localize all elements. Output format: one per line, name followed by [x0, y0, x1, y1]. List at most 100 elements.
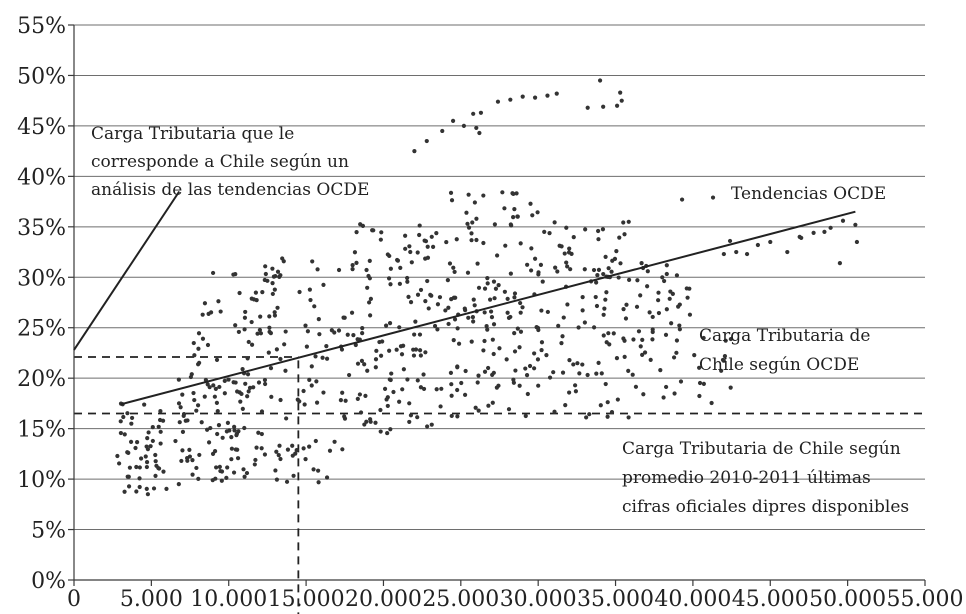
- data-point: [383, 323, 389, 328]
- data-point: [237, 290, 242, 296]
- data-point: [459, 380, 464, 386]
- data-point: [243, 309, 248, 315]
- data-point: [197, 452, 202, 458]
- data-point: [259, 409, 265, 414]
- data-point: [232, 424, 237, 429]
- data-point: [571, 235, 576, 240]
- data-point: [385, 252, 390, 257]
- data-point: [621, 306, 626, 312]
- data-point: [523, 366, 528, 371]
- data-point: [438, 404, 443, 409]
- data-point: [439, 386, 444, 391]
- data-point: [246, 339, 251, 345]
- data-point: [512, 349, 518, 354]
- data-point: [354, 260, 359, 265]
- data-point: [443, 308, 448, 313]
- data-point: [129, 415, 135, 421]
- data-point: [340, 390, 345, 395]
- data-point: [343, 398, 348, 403]
- data-point: [566, 250, 572, 255]
- data-point: [263, 381, 268, 387]
- data-point: [156, 465, 161, 471]
- data-point: [462, 392, 468, 397]
- data-point: [504, 357, 509, 362]
- data-point: [316, 480, 321, 485]
- data-point: [212, 449, 218, 454]
- data-point: [664, 271, 669, 277]
- data-point: [277, 443, 282, 448]
- data-point: [502, 289, 507, 294]
- data-point: [564, 225, 569, 230]
- data-point: [126, 484, 132, 489]
- data-point: [232, 428, 237, 433]
- reference-lines: [74, 356, 925, 614]
- data-point: [466, 192, 471, 197]
- data-point: [828, 225, 833, 230]
- data-point: [368, 313, 373, 318]
- data-point: [129, 421, 134, 426]
- data-point: [429, 422, 434, 427]
- x-tick-label: 15.000: [268, 587, 345, 612]
- annotation-pointer-line: [73, 190, 181, 351]
- data-point: [240, 367, 245, 372]
- data-point: [178, 405, 183, 410]
- data-point: [476, 285, 482, 290]
- data-point: [600, 227, 606, 232]
- trend-line: [120, 210, 856, 406]
- data-point: [634, 304, 640, 309]
- data-point: [398, 265, 403, 270]
- data-point: [349, 310, 355, 315]
- data-point: [145, 436, 150, 441]
- data-point: [359, 358, 365, 363]
- data-point: [274, 477, 280, 482]
- data-point: [202, 301, 208, 306]
- data-point: [734, 249, 739, 255]
- data-point: [202, 394, 207, 399]
- data-point: [444, 239, 449, 245]
- trend-lines: [73, 190, 856, 406]
- data-point: [242, 425, 247, 431]
- data-point: [638, 293, 643, 298]
- data-point: [164, 486, 169, 491]
- data-point: [485, 327, 490, 332]
- data-point: [272, 313, 278, 318]
- data-point: [573, 383, 578, 388]
- data-point: [466, 225, 472, 230]
- data-point: [137, 484, 142, 490]
- data-point: [387, 377, 392, 382]
- data-point: [454, 237, 459, 242]
- data-point: [518, 241, 523, 246]
- data-point: [358, 410, 364, 415]
- data-point: [310, 259, 315, 264]
- data-point: [252, 462, 257, 467]
- tick-labels: 0% 5% 10% 15% 20% 25% 30% 35% 40% 45% 50% 55% 0 5.000…: [17, 14, 963, 612]
- data-point: [664, 263, 669, 268]
- data-point: [469, 231, 474, 236]
- data-point: [536, 327, 541, 333]
- data-point: [482, 338, 487, 344]
- data-point: [544, 353, 549, 358]
- data-point: [283, 329, 288, 334]
- data-point: [329, 328, 334, 333]
- y-tick-label: 25%: [17, 317, 66, 342]
- data-point: [602, 306, 607, 311]
- data-point: [229, 446, 235, 451]
- data-point: [489, 315, 495, 320]
- data-point: [397, 399, 402, 404]
- data-point: [144, 464, 149, 470]
- data-point: [216, 299, 221, 304]
- data-point: [514, 191, 519, 196]
- data-point: [315, 267, 320, 272]
- data-point: [117, 461, 122, 466]
- data-point: [278, 456, 283, 462]
- data-point: [470, 220, 475, 225]
- data-point: [266, 350, 271, 355]
- data-point: [587, 412, 592, 417]
- data-point: [195, 403, 201, 408]
- data-point: [481, 240, 486, 246]
- data-point: [148, 444, 153, 449]
- data-point: [697, 365, 702, 370]
- data-point: [302, 402, 307, 407]
- data-point: [609, 269, 614, 274]
- data-point: [332, 439, 337, 444]
